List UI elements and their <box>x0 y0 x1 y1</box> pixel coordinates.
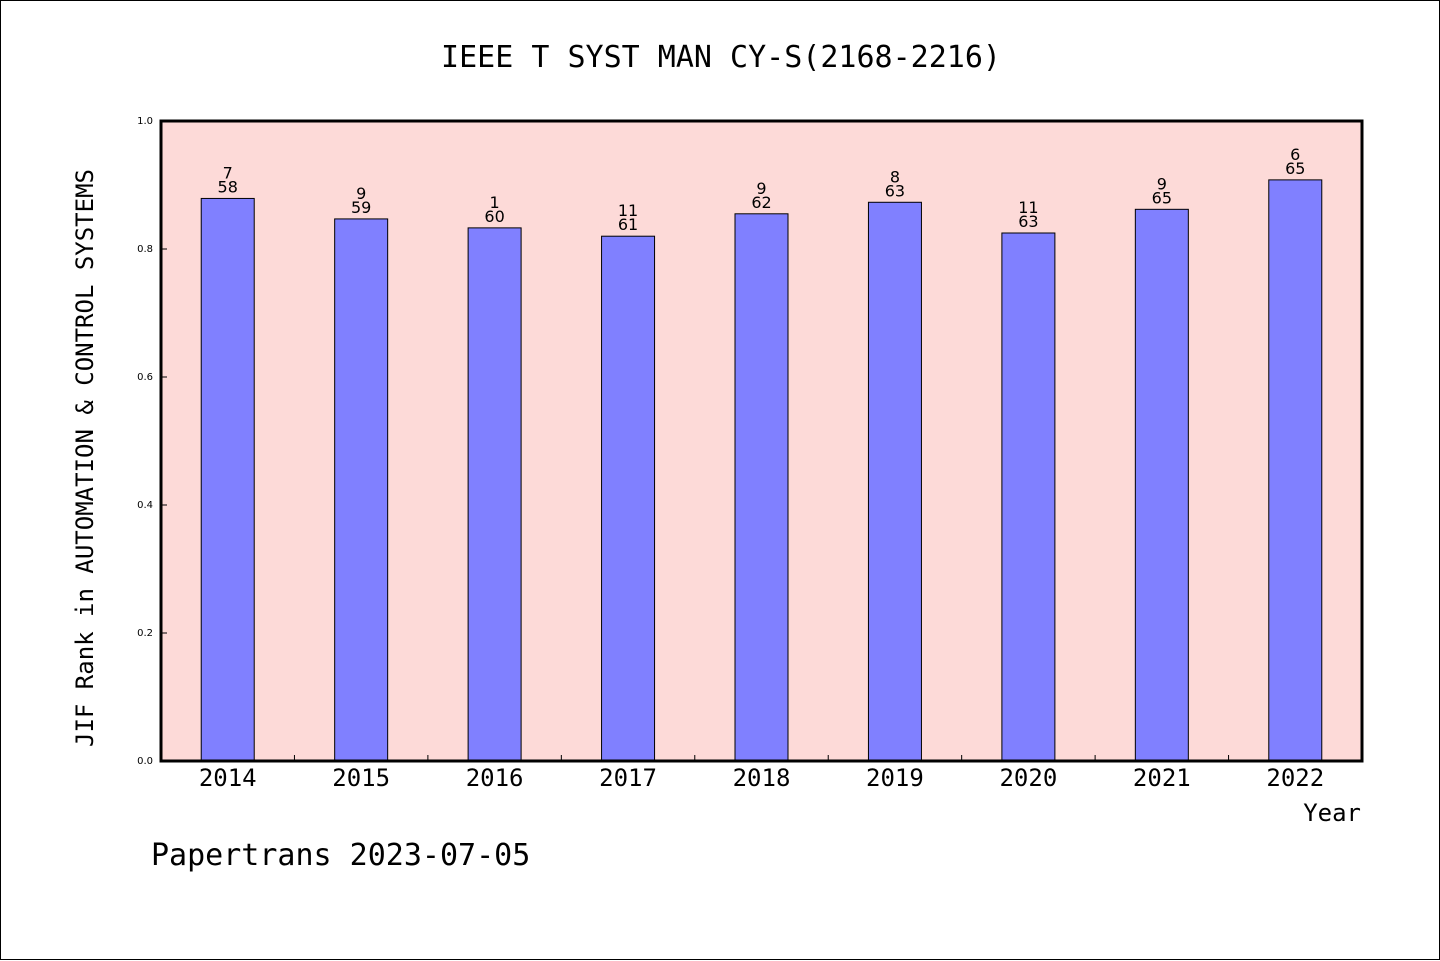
bar-2022 <box>1268 179 1323 762</box>
bar-rank-label: 1 <box>490 193 500 212</box>
bar-2014 <box>200 197 255 762</box>
bar-2021 <box>1134 208 1189 762</box>
bar-rank-label: 9 <box>756 179 766 198</box>
y-tick-label: 1.0 <box>137 116 153 127</box>
x-axis: 2014 2015 2016 2017 2018 2019 2020 2021 2022 <box>199 755 1324 792</box>
x-tick-label: 2020 <box>999 764 1057 792</box>
bar-rank-label: 11 <box>1018 198 1038 217</box>
y-axis-label: JIF Rank in AUTOMATION & CONTROL SYSTEMS <box>71 169 99 747</box>
footer-watermark: Papertrans 2023-07-05 <box>151 838 530 873</box>
bar-total-label: 59 <box>351 198 371 217</box>
y-tick-label: 0.0 <box>137 756 153 767</box>
bar-2018 <box>734 213 789 762</box>
bar-2015 <box>334 218 389 762</box>
y-tick-label: 0.8 <box>137 244 153 255</box>
bar-rank-label: 6 <box>1290 145 1300 164</box>
bar-total-label: 60 <box>484 207 504 226</box>
bar-total-label: 58 <box>218 177 238 196</box>
x-tick-label: 2017 <box>599 764 657 792</box>
plot-border <box>159 119 1364 763</box>
bar-total-label: 63 <box>885 181 905 200</box>
x-tick-label: 2018 <box>733 764 791 792</box>
bar-rank-label: 7 <box>223 163 233 182</box>
bar-rank-label: 9 <box>1157 174 1167 193</box>
bar-2017 <box>601 235 656 762</box>
bar-total-label: 62 <box>751 193 771 212</box>
x-tick-label: 2015 <box>332 764 390 792</box>
x-tick-label: 2016 <box>466 764 524 792</box>
bar-2020 <box>1001 232 1056 762</box>
bar-total-label: 63 <box>1018 212 1038 231</box>
bar-rank-label: 8 <box>890 167 900 186</box>
y-tick-label: 0.2 <box>137 628 153 639</box>
x-tick-label: 2022 <box>1266 764 1324 792</box>
bar-2016 <box>467 227 522 762</box>
y-tick-label: 0.6 <box>137 372 153 383</box>
bar-total-label: 61 <box>618 215 638 234</box>
chart-title: IEEE T SYST MAN CY-S(2168-2216) <box>441 40 1001 75</box>
x-axis-label: Year <box>1303 799 1361 827</box>
bar-total-label: 65 <box>1285 159 1305 178</box>
x-tick-label: 2021 <box>1133 764 1191 792</box>
bar-2019 <box>867 201 922 762</box>
x-tick-label: 2014 <box>199 764 257 792</box>
x-tick-label: 2019 <box>866 764 924 792</box>
y-tick-label: 0.4 <box>137 500 153 511</box>
bar-rank-label: 9 <box>356 184 366 203</box>
bar-total-label: 65 <box>1152 188 1172 207</box>
bar-rank-label: 11 <box>618 201 638 220</box>
